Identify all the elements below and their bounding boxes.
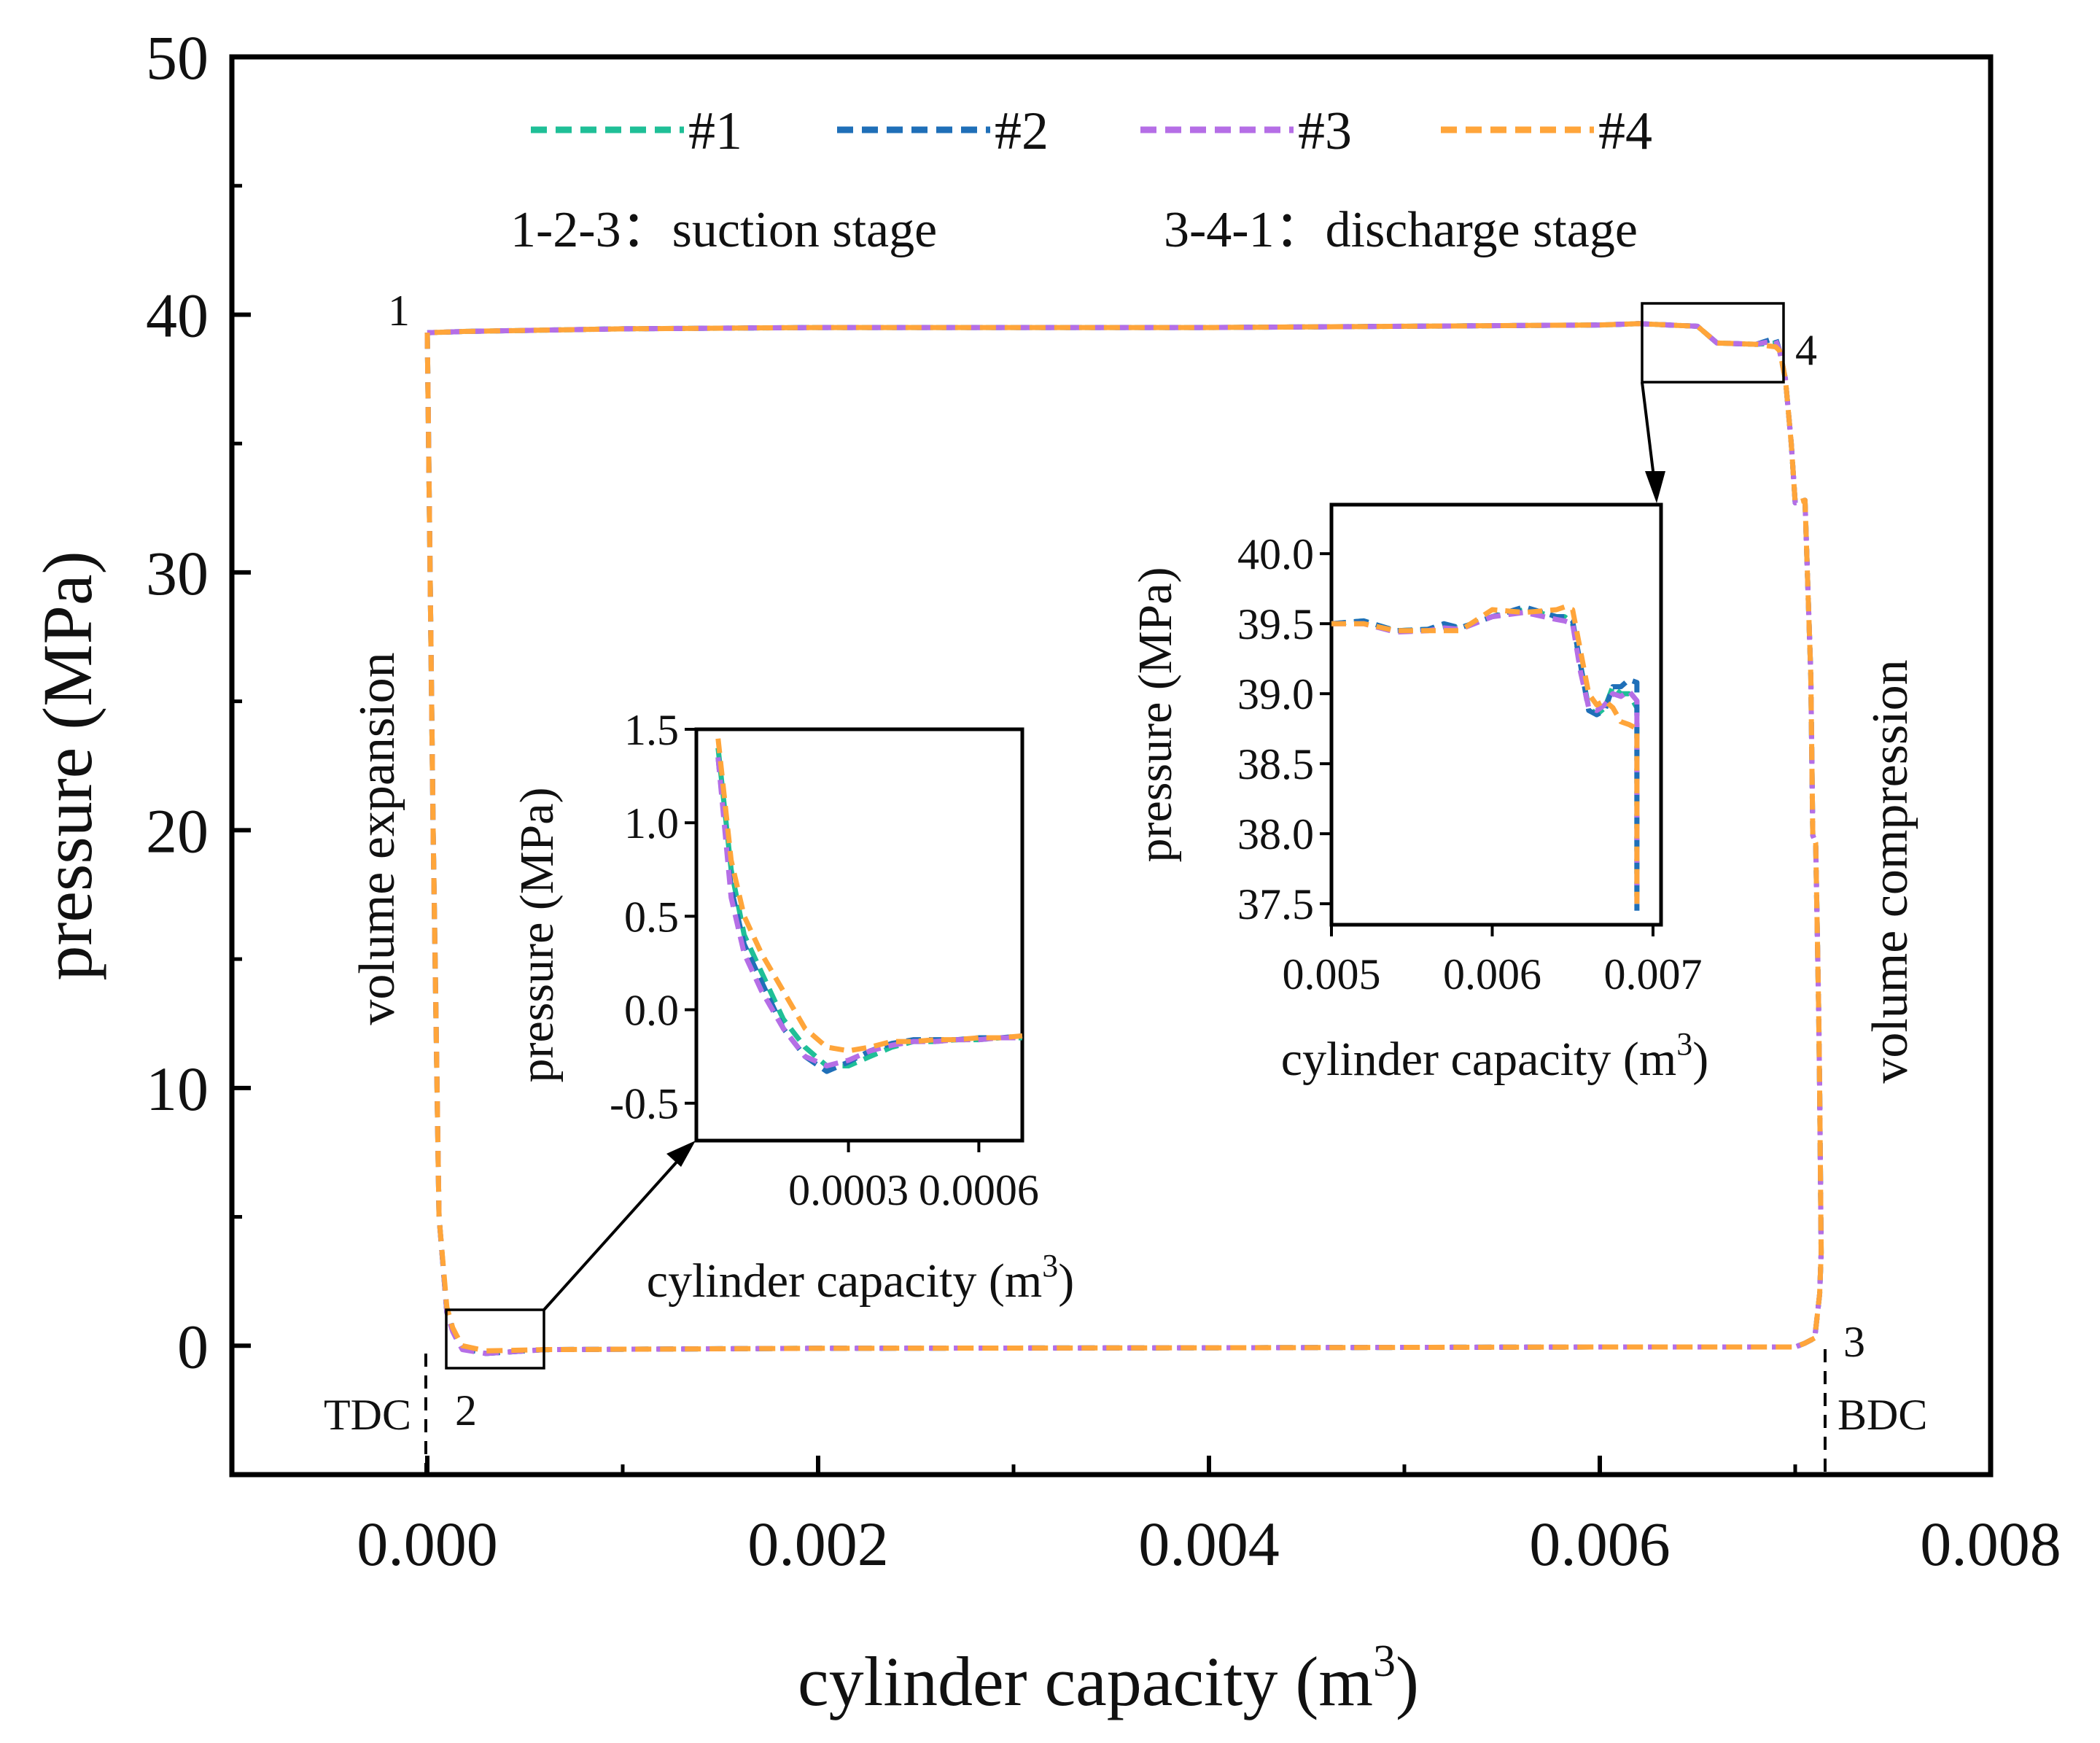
x-tick-label: 0.008 xyxy=(1920,1509,2061,1579)
x-tick-label: 0.004 xyxy=(1138,1509,1280,1579)
inset-y-tick-label: 0.5 xyxy=(624,893,679,941)
x-tick-label: 0.000 xyxy=(357,1509,498,1579)
legend-label-1: #1 xyxy=(688,101,742,161)
inset-discharge-series xyxy=(1331,604,1640,911)
inset-suction-series xyxy=(715,738,1023,1074)
main-axis-ticks: 0.000 0.002 0.004 0.006 0.008 0 10 20 30 40 50 xyxy=(146,23,2061,1579)
inset-discharge-frame xyxy=(1329,502,1663,927)
inset-series-line-1 xyxy=(715,748,1022,1068)
inset-y-tick-label: -0.5 xyxy=(610,1080,679,1128)
inset-x-tick-label: 0.005 xyxy=(1283,950,1381,998)
main-series-group xyxy=(424,321,1824,1356)
bdc-label: BDC xyxy=(1838,1391,1927,1439)
inset-series-line-4 xyxy=(715,738,1023,1054)
inset-discharge-ticks: 0.005 0.006 0.007 40.0 39.5 39.0 38.5 38.0 37.5 xyxy=(1237,530,1702,998)
inset-suction-ticks: 0.0003 0.0006 1.5 1.0 0.5 0.0 -0.5 xyxy=(610,706,1039,1214)
inset-suction-x-label: cylinder capacity (m3) xyxy=(647,1248,1074,1308)
y-tick-label: 20 xyxy=(146,796,209,866)
legend-label-4: #4 xyxy=(1598,101,1652,161)
y-axis-label: pressure (MPa) xyxy=(28,551,106,980)
inset-discharge-y-label: pressure (MPa) xyxy=(1129,567,1182,862)
inset-x-tick-label: 0.0003 xyxy=(788,1166,909,1214)
inset-suction: 0.0003 0.0006 1.5 1.0 0.5 0.0 -0.5 cylinder ca… xyxy=(510,706,1074,1308)
series-line-4 xyxy=(424,321,1824,1354)
legend-label-2: #2 xyxy=(995,101,1049,161)
inset-y-tick-label: 40.0 xyxy=(1237,530,1314,578)
suction-stage-label: 1-2-3：suction stage xyxy=(510,202,937,258)
legend-label-3: #3 xyxy=(1298,101,1352,161)
inset-y-tick-label: 0.0 xyxy=(624,987,679,1035)
inset-x-tick-label: 0.0006 xyxy=(919,1166,1039,1214)
y-tick-label: 10 xyxy=(146,1054,209,1124)
y-tick-label: 30 xyxy=(146,538,209,608)
volume-expansion-label: volume expansion xyxy=(349,652,405,1025)
point-label-4: 4 xyxy=(1795,326,1817,374)
plot-area-frame xyxy=(229,54,1994,1478)
volume-compression-label: volume compression xyxy=(1862,659,1918,1083)
x-axis-label: cylinder capacity (m3) xyxy=(798,1637,1419,1720)
inset-x-tick-label: 0.006 xyxy=(1443,950,1541,998)
inset-discharge: 0.005 0.006 0.00740.039.539.038.538.037.5 … xyxy=(1129,502,1708,1086)
inset-x-tick-label: 0.007 xyxy=(1603,950,1702,998)
point-label-2: 2 xyxy=(455,1386,477,1435)
inset-y-tick-label: 1.0 xyxy=(624,799,679,847)
y-tick-label: 50 xyxy=(146,23,209,93)
legend: #1 #2 #3 #4 xyxy=(531,101,1652,161)
inset-y-tick-label: 38.0 xyxy=(1237,810,1314,858)
zoom-box-suction xyxy=(445,1308,545,1370)
zoom-arrow-discharge xyxy=(1641,381,1657,489)
tdc-label: TDC xyxy=(324,1391,411,1439)
inset-suction-y-label: pressure (MPa) xyxy=(510,787,564,1082)
x-tick-label: 0.002 xyxy=(747,1509,889,1579)
discharge-stage-label: 3-4-1：discharge stage xyxy=(1164,202,1638,258)
y-tick-label: 40 xyxy=(146,280,209,350)
series-line-3 xyxy=(424,321,1824,1356)
zoom-box-discharge xyxy=(1641,302,1785,384)
inset-series-line-4 xyxy=(1331,604,1640,904)
inset-y-tick-label: 1.5 xyxy=(624,706,679,754)
zoom-arrowhead-suction xyxy=(666,1141,696,1167)
inset-y-tick-label: 39.0 xyxy=(1237,670,1314,718)
inset-y-tick-label: 39.5 xyxy=(1237,600,1314,648)
point-label-1: 1 xyxy=(388,287,410,335)
inset-y-tick-label: 38.5 xyxy=(1237,740,1314,788)
inset-suction-frame xyxy=(694,727,1024,1143)
zoom-arrow-suction xyxy=(542,1151,687,1311)
inset-y-tick-label: 37.5 xyxy=(1237,880,1314,928)
inset-discharge-x-label: cylinder capacity (m3) xyxy=(1281,1026,1708,1086)
point-label-3: 3 xyxy=(1843,1318,1865,1366)
x-tick-label: 0.006 xyxy=(1529,1509,1671,1579)
y-tick-label: 0 xyxy=(177,1311,209,1381)
zoom-arrowhead-discharge xyxy=(1645,471,1665,503)
inset-series-line-2 xyxy=(715,757,1023,1074)
